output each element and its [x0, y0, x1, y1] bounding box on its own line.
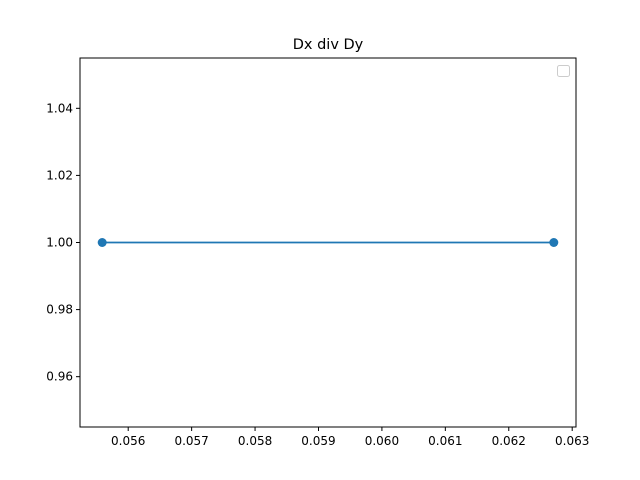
- x-tick-label: 0.061: [428, 434, 462, 448]
- series-group: [97, 238, 559, 247]
- y-axis: 0.96 0.98 1.00 1.02 1.04: [46, 101, 80, 384]
- x-tick-label: 0.063: [555, 434, 589, 448]
- x-tick-label: 0.059: [301, 434, 335, 448]
- legend-box: [557, 65, 570, 77]
- x-tick-label: 0.060: [365, 434, 399, 448]
- x-tick-label: 0.057: [174, 434, 208, 448]
- y-tick-label: 1.04: [46, 101, 73, 115]
- y-tick-label: 1.02: [46, 168, 73, 182]
- y-tick-label: 0.98: [46, 303, 73, 317]
- chart-title: Dx div Dy: [293, 37, 364, 53]
- y-tick-label: 1.00: [46, 236, 73, 250]
- x-tick-label: 0.056: [111, 434, 145, 448]
- x-axis: 0.056 0.057 0.058 0.059 0.060 0.061 0.062 0.063: [111, 427, 589, 448]
- x-tick-label: 0.062: [492, 434, 526, 448]
- data-point: [97, 238, 107, 247]
- plot-frame: [79, 57, 577, 428]
- data-point: [549, 238, 559, 247]
- x-tick-label: 0.058: [238, 434, 272, 448]
- y-tick-label: 0.96: [46, 370, 73, 384]
